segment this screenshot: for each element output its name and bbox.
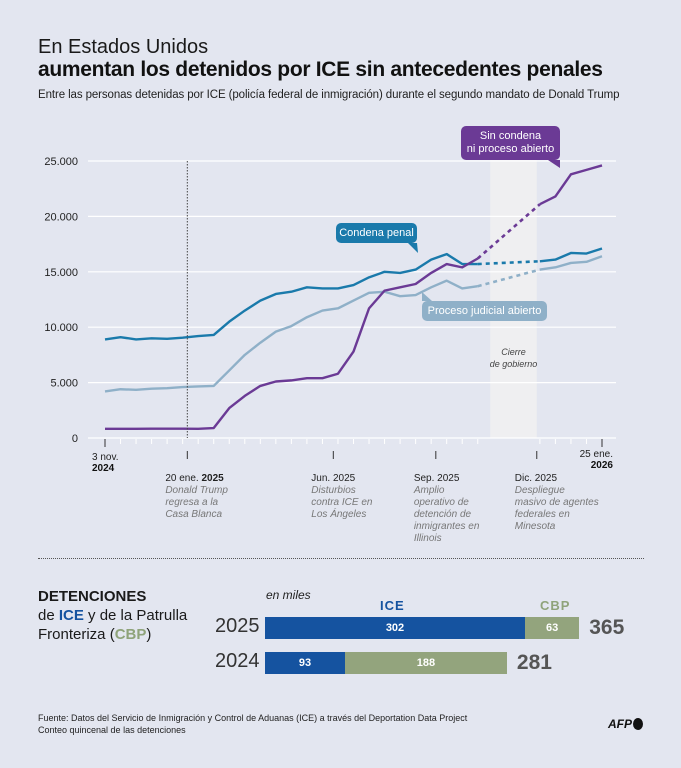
series-line-proceso_judicial-after [539, 255, 603, 271]
y-tick-label: 10.000 [44, 322, 78, 334]
label-condena-penal-pointer [408, 243, 418, 253]
event-date: Dic. 2025 [515, 473, 558, 484]
legend-cbp: CBP [540, 598, 571, 613]
footer: Fuente: Datos del Servicio de Inmigració… [38, 712, 467, 736]
label-sin-condena-box [461, 126, 560, 160]
ice-highlight: ICE [58, 607, 84, 624]
afp-logo-dot [633, 718, 643, 730]
series-dashed-sin_condena [476, 203, 541, 260]
series-labels-layer: Condena penal Proceso judicial abierto Sin… [336, 126, 560, 321]
series-line-condena_penal [104, 252, 478, 341]
x-start-label-year: 2024 [92, 463, 115, 474]
bar-total-2024: 281 [516, 651, 552, 674]
series-dashed-condena_penal [477, 259, 540, 266]
event-date: Jun. 2025 [311, 473, 355, 484]
event-date: Sep. 2025 [414, 473, 460, 484]
label-condena-penal: Condena penal [336, 223, 418, 253]
bar-cbp-2024: 188 [345, 652, 507, 674]
x-axis-layer: 3 nov.2024 25 ene.2026 [92, 439, 613, 474]
label-sin-condena-text: Sin condena [480, 130, 542, 142]
event-description: masivo de agentes [515, 497, 599, 508]
event-description: Despliegue [515, 485, 565, 496]
series-lines-layer [104, 164, 603, 431]
event-description: Illinois [414, 533, 442, 544]
title-line-2: aumentan los detenidos por ICE sin antec… [38, 58, 603, 81]
x-end-label-year: 2026 [591, 460, 614, 471]
cbp-highlight: CBP [114, 626, 147, 643]
series-line-proceso_judicial [104, 279, 478, 393]
series-line-sin_condena [105, 257, 479, 431]
series-line-condena_penal-after [539, 247, 603, 263]
event-description: Los Ángeles [311, 507, 366, 520]
event-description: contra ICE en [311, 497, 373, 508]
y-tick-label: 15.000 [44, 267, 78, 279]
x-end-label: 25 ene. [580, 449, 613, 460]
line-chart: Cierre de gobierno 25.000 20.000 15.000 10.0… [44, 126, 616, 544]
label-proceso-judicial-box [422, 301, 547, 321]
detentions-title: DETENCIONES de ICE y de la Patrulla Fron… [38, 588, 188, 643]
bar-total-2025: 365 [589, 616, 625, 639]
series-line-sin_condena-after [539, 164, 603, 206]
label-condena-penal-text: Condena penal [339, 227, 414, 239]
shutdown-band-label: de gobierno [490, 359, 538, 369]
afp-logo: AFP [608, 717, 643, 731]
x-start-label: 3 nov. [92, 452, 119, 463]
unit-label: en miles [266, 588, 311, 602]
event-description: Minesota [515, 521, 556, 532]
event-description: inmigrantes en [414, 521, 480, 532]
event-description: federales en [515, 509, 570, 520]
title-line-1: En Estados Unidos [38, 36, 209, 58]
bar-ice-2025: 302 [265, 617, 525, 639]
event-date: 20 ene. 2025 [165, 473, 224, 484]
event-description: detención de [414, 509, 472, 520]
bar-year-label: 2025 [215, 615, 260, 637]
grid-layer: 25.000 20.000 15.000 10.000 5.000 0 [44, 156, 616, 445]
event-description: Donald Trump [165, 485, 228, 496]
bar-ice-2024: 93 [265, 652, 346, 674]
y-tick-label: 5.000 [50, 378, 78, 390]
shutdown-band-layer: Cierre de gobierno [490, 153, 538, 438]
source-note: Fuente: Datos del Servicio de Inmigració… [38, 713, 468, 723]
event-description: regresa a la [165, 497, 218, 508]
bar-year-label: 2024 [215, 650, 260, 672]
bar-cbp-2025: 63 [525, 617, 580, 639]
method-note: Conteo quincenal de las detenciones [38, 725, 186, 735]
event-description: Amplio [413, 485, 445, 496]
legend-ice: ICE [380, 598, 405, 613]
shutdown-band [490, 153, 537, 438]
event-description: Disturbios [311, 485, 355, 496]
series-dashed-proceso_judicial [477, 268, 541, 288]
shutdown-band-label: Cierre [501, 347, 526, 357]
label-condena-penal-box [336, 223, 417, 243]
subtitle: Entre las personas detenidas por ICE (po… [38, 89, 620, 101]
label-proceso-judicial: Proceso judicial abierto [422, 292, 547, 321]
y-tick-label: 0 [72, 433, 78, 445]
section-divider [38, 558, 644, 559]
label-proceso-judicial-text: Proceso judicial abierto [428, 305, 542, 317]
event-description: operativo de [414, 497, 469, 508]
label-sin-condena-text: ni proceso abierto [467, 143, 554, 155]
y-tick-label: 20.000 [44, 211, 78, 223]
y-tick-label: 25.000 [44, 156, 78, 168]
event-description: Casa Blanca [165, 509, 222, 520]
label-proceso-judicial-pointer [422, 292, 432, 301]
label-sin-condena-pointer [548, 160, 560, 168]
